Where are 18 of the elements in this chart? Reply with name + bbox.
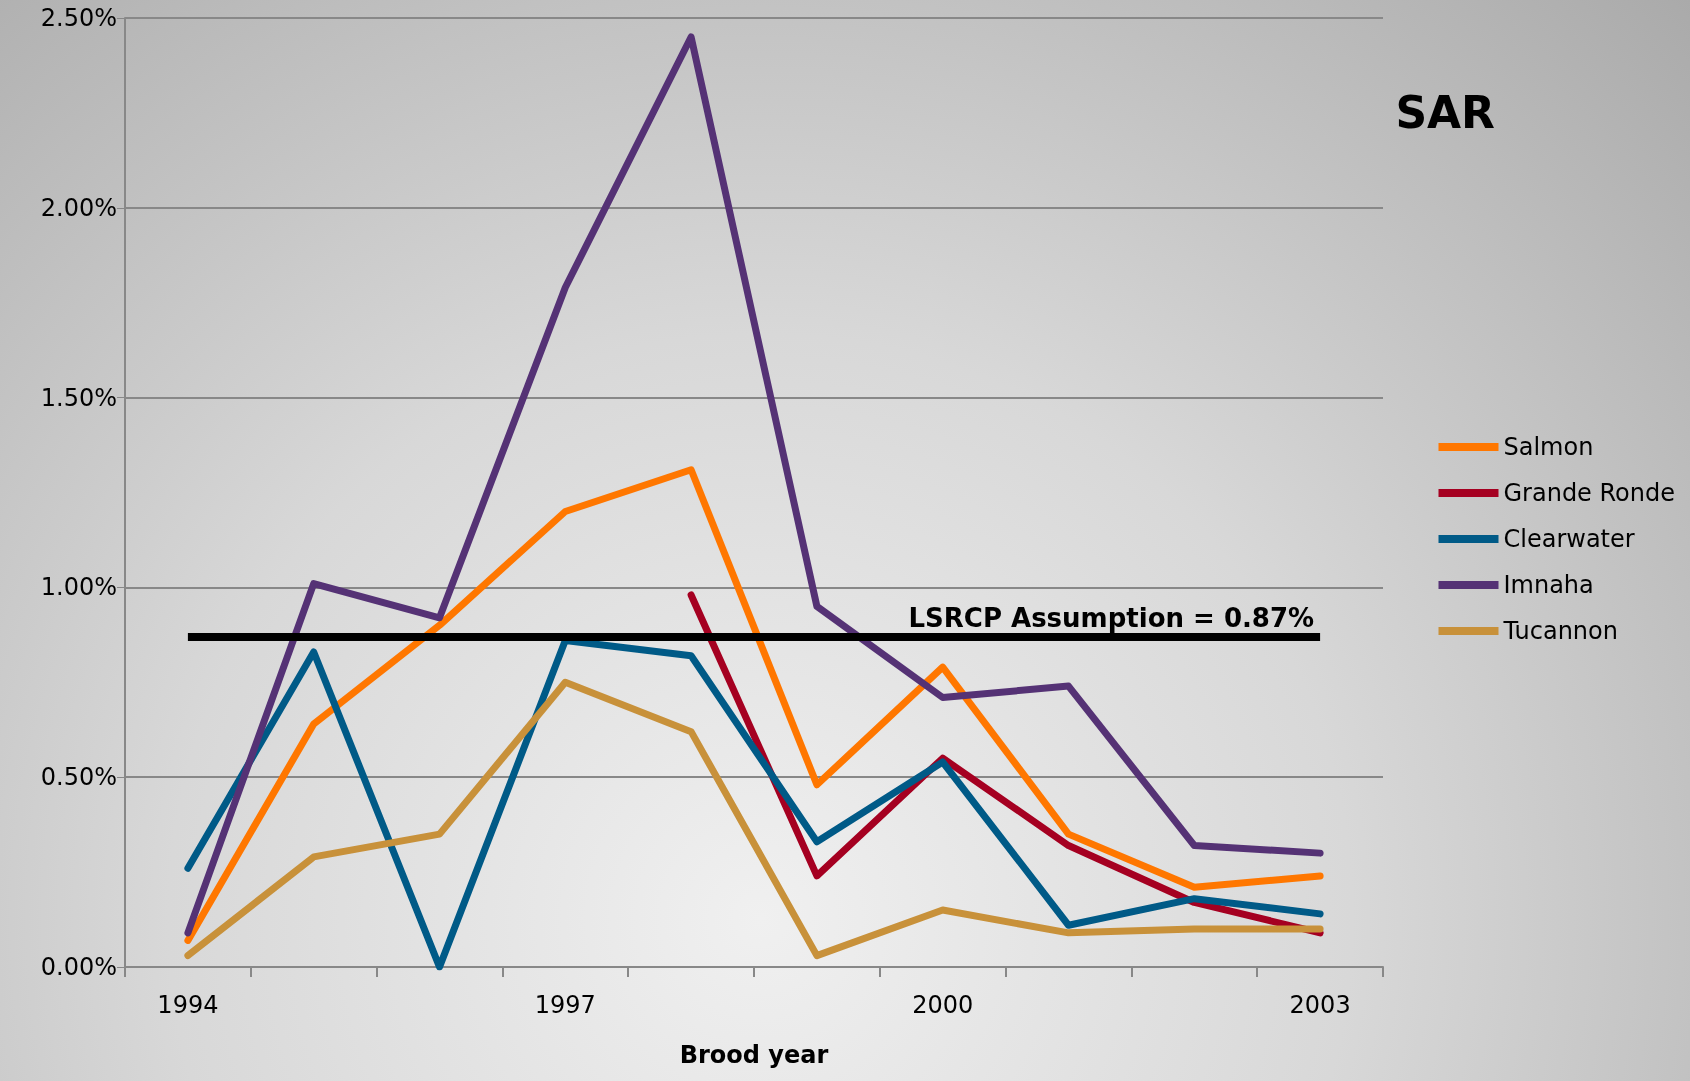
x-axis-title: Brood year bbox=[679, 1041, 829, 1069]
x-tick-label: 1997 bbox=[534, 991, 596, 1019]
y-tick-label: 0.50% bbox=[40, 763, 117, 792]
text: SAR bbox=[1395, 86, 1495, 138]
x-tick-label: 2003 bbox=[1289, 991, 1351, 1019]
y-tick-label: 2.00% bbox=[40, 193, 117, 222]
y-tick-label: 1.50% bbox=[40, 383, 117, 412]
ref-line-label: LSRCP Assumption = 0.87% bbox=[908, 602, 1315, 633]
legend-label: Imnaha bbox=[1503, 571, 1594, 599]
y-tick-label: 2.50% bbox=[40, 4, 117, 32]
legend-label: Grande Ronde bbox=[1503, 479, 1676, 507]
y-tick-label: 1.00% bbox=[40, 573, 117, 602]
legend-label: Salmon bbox=[1503, 433, 1594, 461]
legend-label: Clearwater bbox=[1503, 525, 1635, 553]
x-tick-label: 1994 bbox=[157, 991, 219, 1019]
y-tick-label: 0.00% bbox=[40, 953, 117, 981]
legend-label: Tucannon bbox=[1502, 617, 1618, 645]
x-tick-label: 2000 bbox=[912, 991, 974, 1019]
